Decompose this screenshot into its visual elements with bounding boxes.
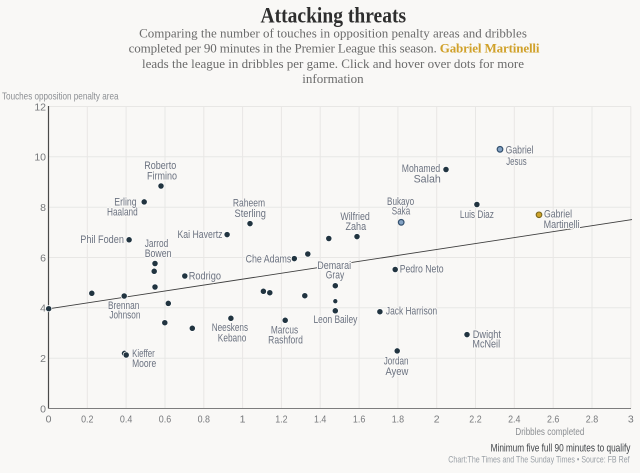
svg-text:Johnson: Johnson bbox=[109, 310, 140, 322]
svg-text:Roberto: Roberto bbox=[144, 160, 176, 172]
svg-text:0.6: 0.6 bbox=[159, 413, 172, 425]
svg-text:0.8: 0.8 bbox=[198, 413, 211, 425]
svg-text:Raheem: Raheem bbox=[233, 198, 265, 210]
svg-text:0: 0 bbox=[40, 403, 46, 415]
svg-text:Jarrod: Jarrod bbox=[145, 238, 169, 250]
svg-text:2.6: 2.6 bbox=[547, 413, 560, 425]
svg-text:1.4: 1.4 bbox=[314, 413, 327, 425]
svg-text:Zaha: Zaha bbox=[346, 221, 367, 233]
svg-text:Wilfried: Wilfried bbox=[340, 211, 370, 223]
svg-text:Dwight: Dwight bbox=[473, 329, 501, 341]
svg-text:Comparing the number of touche: Comparing the number of touches in oppos… bbox=[139, 26, 527, 41]
svg-text:Neeskens: Neeskens bbox=[212, 322, 249, 334]
svg-text:leads the league in dribbles p: leads the league in dribbles per game. C… bbox=[142, 56, 524, 71]
svg-text:3: 3 bbox=[628, 413, 634, 425]
svg-text:information: information bbox=[302, 71, 364, 86]
svg-text:Brennan: Brennan bbox=[108, 300, 139, 312]
svg-text:McNeil: McNeil bbox=[472, 339, 500, 351]
svg-text:Touches opposition penalty are: Touches opposition penalty area bbox=[2, 91, 119, 103]
svg-text:Kebano: Kebano bbox=[218, 332, 247, 344]
svg-text:0.4: 0.4 bbox=[120, 413, 133, 425]
svg-text:1.2: 1.2 bbox=[275, 413, 288, 425]
svg-text:1.6: 1.6 bbox=[353, 413, 366, 425]
svg-text:Rodrigo: Rodrigo bbox=[189, 271, 221, 283]
svg-text:Phil Foden: Phil Foden bbox=[80, 234, 124, 246]
svg-text:2: 2 bbox=[434, 413, 440, 425]
svg-text:0: 0 bbox=[46, 413, 52, 425]
svg-text:Salah: Salah bbox=[414, 174, 441, 186]
svg-text:2.8: 2.8 bbox=[586, 413, 599, 425]
svg-text:Attacking threats: Attacking threats bbox=[261, 2, 407, 27]
svg-text:Ayew: Ayew bbox=[385, 366, 408, 378]
svg-text:4: 4 bbox=[40, 303, 46, 315]
svg-text:Minimum five full 90 minutes t: Minimum five full 90 minutes to qualify bbox=[491, 443, 631, 455]
svg-text:Demarai: Demarai bbox=[317, 260, 351, 272]
svg-text:Bowen: Bowen bbox=[145, 248, 172, 260]
svg-text:completed per 90 minutes in th: completed per 90 minutes in the Premier … bbox=[129, 41, 540, 56]
svg-text:Firmino: Firmino bbox=[147, 171, 177, 183]
svg-text:Che Adams: Che Adams bbox=[246, 253, 292, 265]
svg-text:Marcus: Marcus bbox=[271, 324, 299, 336]
svg-text:2: 2 bbox=[40, 353, 46, 365]
svg-text:Saka: Saka bbox=[392, 206, 411, 218]
svg-text:Moore: Moore bbox=[132, 358, 156, 370]
svg-text:2.4: 2.4 bbox=[508, 413, 521, 425]
svg-text:Erling: Erling bbox=[114, 196, 136, 208]
svg-text:Gray: Gray bbox=[326, 269, 345, 281]
svg-text:Kai Havertz: Kai Havertz bbox=[178, 229, 223, 241]
svg-text:Dribbles completed: Dribbles completed bbox=[515, 426, 584, 438]
svg-text:Bukayo: Bukayo bbox=[387, 196, 414, 208]
svg-text:8: 8 bbox=[40, 202, 46, 214]
svg-text:0.2: 0.2 bbox=[81, 413, 94, 425]
svg-text:Haaland: Haaland bbox=[107, 206, 138, 218]
svg-text:12: 12 bbox=[34, 101, 46, 113]
svg-text:Luis Diaz: Luis Diaz bbox=[460, 209, 494, 221]
svg-text:Chart:The Times and The Sunday: Chart:The Times and The Sunday Times • S… bbox=[448, 455, 630, 466]
svg-text:Gabriel: Gabriel bbox=[544, 209, 572, 221]
svg-text:Jack Harrison: Jack Harrison bbox=[386, 305, 437, 317]
svg-text:Leon Bailey: Leon Bailey bbox=[314, 314, 358, 326]
svg-text:Mohamed: Mohamed bbox=[402, 163, 440, 175]
svg-text:Sterling: Sterling bbox=[235, 208, 266, 220]
svg-text:Rashford: Rashford bbox=[268, 335, 303, 347]
svg-text:Jesus: Jesus bbox=[506, 156, 527, 168]
svg-text:6: 6 bbox=[40, 252, 46, 264]
svg-text:Jordan: Jordan bbox=[384, 356, 409, 368]
svg-text:Martinelli: Martinelli bbox=[544, 219, 580, 231]
svg-text:Pedro Neto: Pedro Neto bbox=[400, 264, 444, 276]
svg-text:Gabriel: Gabriel bbox=[506, 144, 534, 156]
svg-text:1.8: 1.8 bbox=[392, 413, 405, 425]
svg-text:10: 10 bbox=[34, 152, 46, 164]
svg-text:2.2: 2.2 bbox=[469, 413, 482, 425]
svg-text:1: 1 bbox=[240, 413, 246, 425]
svg-text:Kieffer: Kieffer bbox=[132, 348, 155, 360]
